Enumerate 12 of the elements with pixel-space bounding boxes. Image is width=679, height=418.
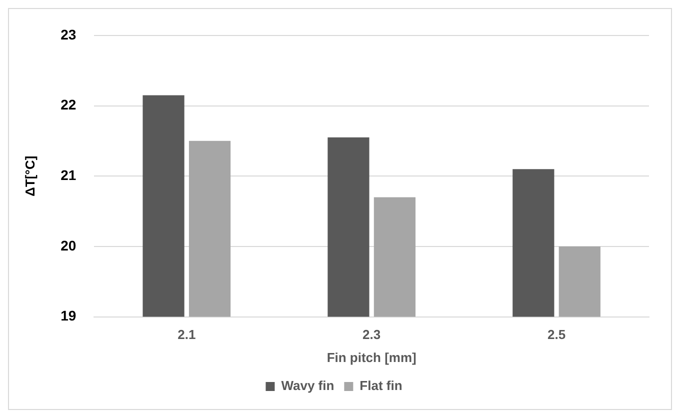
x-axis-title: Fin pitch [mm] bbox=[326, 350, 416, 365]
x-tick-label: 2.3 bbox=[362, 327, 381, 342]
y-tick-label: 20 bbox=[60, 237, 76, 254]
legend-label: Wavy fin bbox=[281, 378, 334, 394]
y-tick-label: 19 bbox=[60, 308, 76, 324]
y-axis-title: ΔT[°C] bbox=[22, 156, 38, 196]
legend-label: Flat fin bbox=[360, 378, 402, 394]
y-tick-label: 22 bbox=[60, 96, 76, 113]
y-tick-label: 23 bbox=[60, 26, 76, 42]
x-tick-label: 2.1 bbox=[178, 327, 196, 342]
y-tick-label: 21 bbox=[60, 166, 76, 183]
x-tick-label: 2.5 bbox=[547, 327, 566, 342]
